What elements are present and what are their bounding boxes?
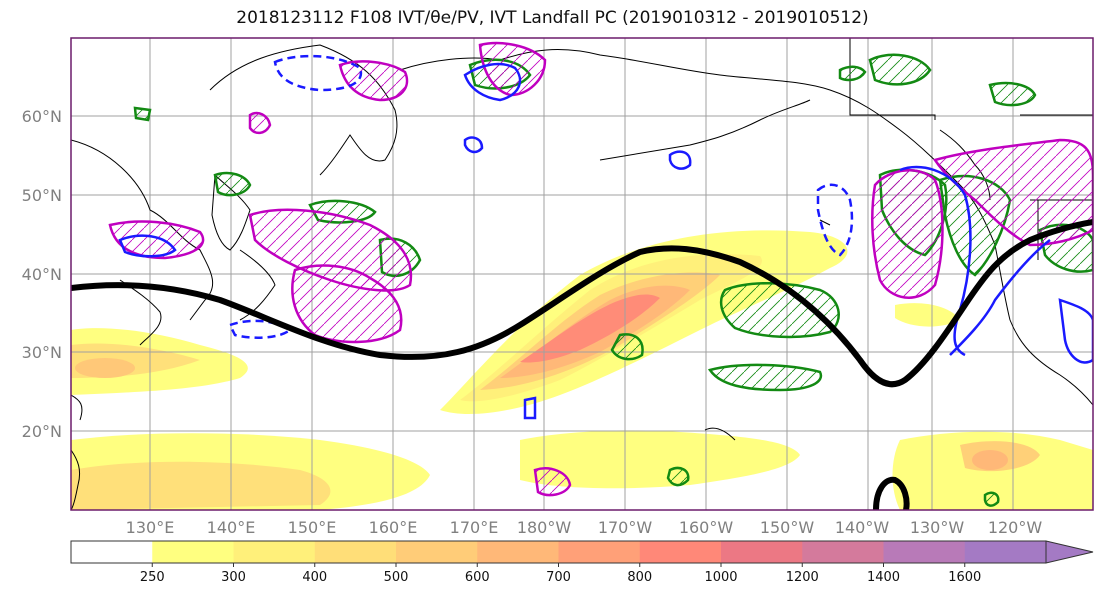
black-contour bbox=[71, 219, 1093, 510]
colorbar-tick-label: 600 bbox=[465, 570, 490, 585]
map-body bbox=[71, 38, 1093, 510]
lon-label-120w: 120°W bbox=[988, 518, 1043, 537]
lon-label-140w: 140°W bbox=[835, 518, 890, 537]
lon-label-130w: 130°W bbox=[910, 518, 965, 537]
colorbar-tick-label: 1000 bbox=[704, 570, 737, 585]
lon-label-130e: 130°E bbox=[126, 518, 175, 537]
lon-label-170e: 170°E bbox=[450, 518, 499, 537]
colorbar-cell bbox=[802, 541, 884, 563]
lon-label-170w: 170°W bbox=[598, 518, 653, 537]
lat-label-60: 60°N bbox=[22, 107, 62, 126]
colorbar-tick-label: 800 bbox=[627, 570, 652, 585]
colorbar-cell bbox=[721, 541, 803, 563]
lat-label-40: 40°N bbox=[22, 265, 62, 284]
colorbar-cell bbox=[477, 541, 559, 563]
colorbar-cell bbox=[233, 541, 316, 563]
colorbar-cell bbox=[883, 541, 966, 563]
colorbar-ticks: 250 300 400 500 600 700 800 1000 1200 1400 1600 bbox=[140, 563, 981, 585]
lon-label-150e: 150°E bbox=[288, 518, 337, 537]
colorbar-tick-label: 300 bbox=[221, 570, 246, 585]
lon-label-180w: 180°W bbox=[517, 518, 572, 537]
lat-label-20: 20°N bbox=[22, 422, 62, 441]
map-frame bbox=[70, 37, 1094, 511]
ivt-shading bbox=[71, 230, 1093, 510]
colorbar-cells bbox=[71, 541, 1047, 563]
lat-label-50: 50°N bbox=[22, 186, 62, 205]
lon-label-140e: 140°E bbox=[207, 518, 256, 537]
colorbar: 250 300 400 500 600 700 800 1000 1200 1400 1600 bbox=[70, 540, 1094, 585]
blue-contours bbox=[118, 54, 1093, 420]
lon-label-160e: 160°E bbox=[369, 518, 418, 537]
colorbar-tick-label: 500 bbox=[384, 570, 409, 585]
colorbar-extend-arrow bbox=[1045, 540, 1094, 564]
colorbar-cell bbox=[964, 541, 1047, 563]
colorbar-cell bbox=[314, 541, 397, 563]
colorbar-tick-label: 400 bbox=[302, 570, 327, 585]
colorbar-tick-label: 250 bbox=[140, 570, 165, 585]
colorbar-tick-label: 1200 bbox=[786, 570, 819, 585]
lon-label-150w: 150°W bbox=[760, 518, 815, 537]
colorbar-tick-label: 700 bbox=[546, 570, 571, 585]
colorbar-cell bbox=[396, 541, 478, 563]
graticule bbox=[71, 38, 1093, 510]
lon-label-160w: 160°W bbox=[679, 518, 734, 537]
colorbar-cell bbox=[558, 541, 641, 563]
colorbar-cell bbox=[639, 541, 722, 563]
map-title: 2018123112 F108 IVT/θe/PV, IVT Landfall … bbox=[236, 8, 869, 28]
colorbar-cell bbox=[152, 541, 234, 563]
colorbar-tick-label: 1600 bbox=[948, 570, 981, 585]
longitude-labels: 130°E 140°E 150°E 160°E 170°E 180°W 170°… bbox=[126, 518, 1043, 537]
latitude-labels: 60°N 50°N 40°N 30°N 20°N bbox=[22, 107, 62, 441]
magenta-contours bbox=[108, 41, 1093, 497]
lat-label-30: 30°N bbox=[22, 343, 62, 362]
colorbar-tick-label: 1400 bbox=[867, 570, 900, 585]
colorbar-cell bbox=[71, 541, 153, 563]
